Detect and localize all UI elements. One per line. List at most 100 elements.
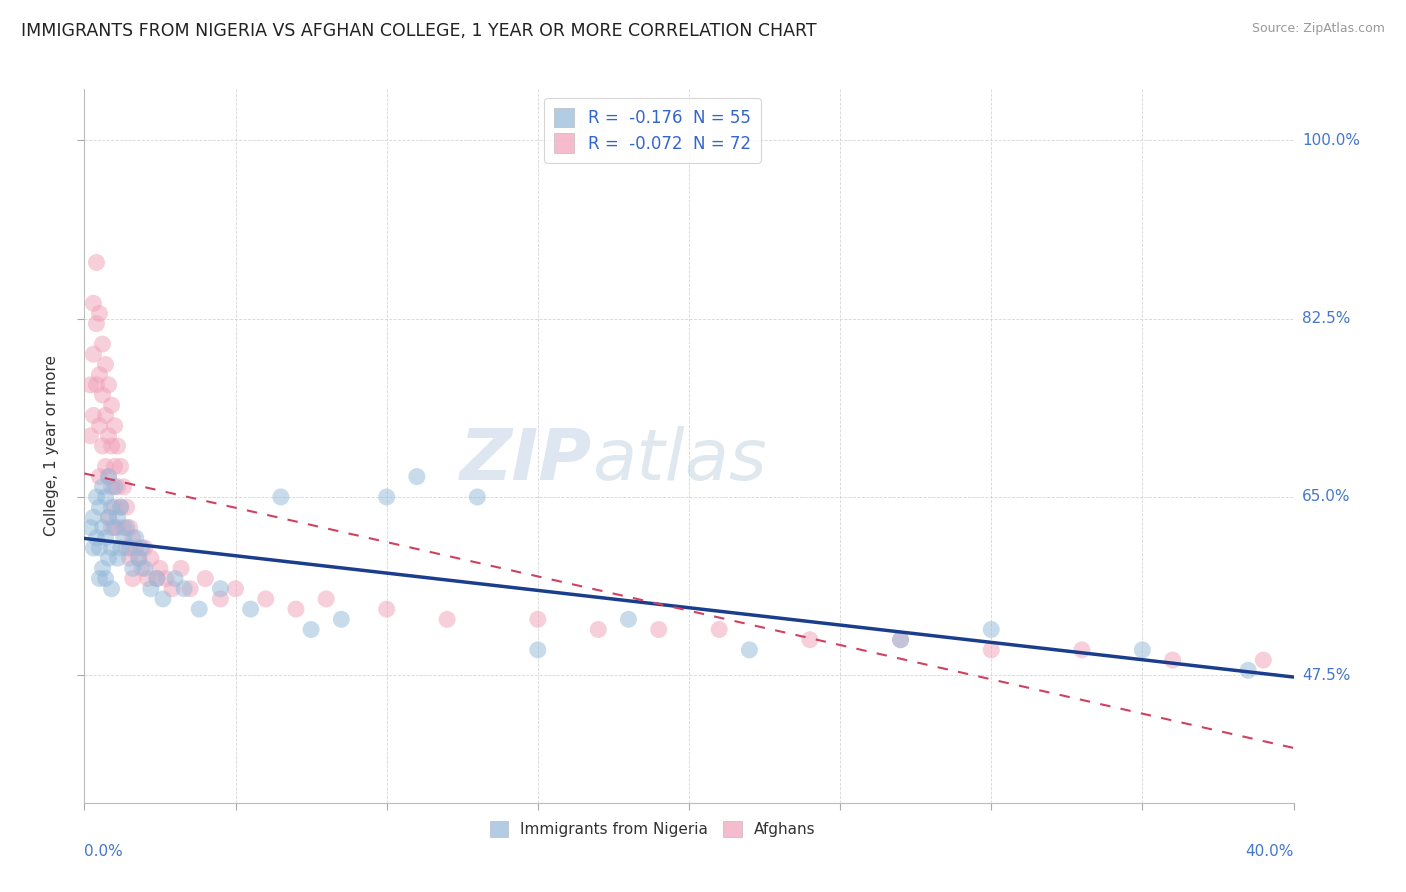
Point: [285, 602, 308, 616]
Point: [100, 439, 122, 453]
Point: [110, 500, 132, 515]
Point: [79, 429, 101, 443]
Point: [89, 500, 111, 515]
Point: [97, 469, 120, 483]
Point: [107, 439, 129, 453]
Point: [1130, 643, 1153, 657]
Text: 40.0%: 40.0%: [1246, 845, 1294, 860]
Point: [890, 632, 912, 647]
Point: [188, 602, 211, 616]
Point: [100, 541, 122, 555]
Point: [100, 398, 122, 412]
Point: [134, 561, 156, 575]
Point: [112, 520, 135, 534]
Point: [100, 480, 122, 494]
Point: [131, 541, 153, 555]
Point: [110, 500, 132, 515]
Point: [79, 520, 101, 534]
Point: [91, 439, 114, 453]
Point: [136, 572, 159, 586]
Point: [139, 551, 162, 566]
Point: [709, 623, 731, 637]
Point: [107, 551, 129, 566]
Point: [82, 347, 104, 361]
Point: [91, 480, 114, 494]
Point: [315, 591, 337, 606]
Point: [170, 561, 193, 575]
Point: [527, 643, 550, 657]
Point: [155, 572, 177, 586]
Point: [254, 591, 277, 606]
Text: 0.0%: 0.0%: [84, 845, 124, 860]
Text: Source: ZipAtlas.com: Source: ZipAtlas.com: [1251, 22, 1385, 36]
Point: [97, 551, 120, 566]
Point: [89, 418, 111, 433]
Point: [121, 572, 143, 586]
Point: [89, 541, 111, 555]
Point: [86, 377, 108, 392]
Point: [890, 632, 912, 647]
Text: 82.5%: 82.5%: [1302, 311, 1350, 326]
Point: [239, 602, 262, 616]
Point: [107, 520, 129, 534]
Point: [121, 561, 143, 575]
Point: [110, 541, 132, 555]
Point: [82, 409, 104, 423]
Point: [225, 582, 247, 596]
Point: [128, 551, 150, 566]
Point: [115, 541, 138, 555]
Point: [82, 510, 104, 524]
Point: [1237, 663, 1260, 677]
Point: [406, 469, 429, 483]
Point: [980, 643, 1002, 657]
Point: [107, 480, 129, 494]
Point: [94, 531, 117, 545]
Point: [648, 623, 671, 637]
Point: [146, 572, 169, 586]
Point: [139, 582, 162, 596]
Text: atlas: atlas: [592, 425, 766, 495]
Point: [118, 541, 141, 555]
Point: [375, 490, 398, 504]
Point: [1161, 653, 1184, 667]
Point: [104, 480, 127, 494]
Point: [86, 531, 108, 545]
Point: [104, 520, 127, 534]
Point: [97, 510, 120, 524]
Point: [97, 510, 120, 524]
Point: [588, 623, 610, 637]
Point: [134, 541, 156, 555]
Point: [131, 561, 153, 575]
Point: [112, 480, 135, 494]
Point: [194, 572, 217, 586]
Y-axis label: College, 1 year or more: College, 1 year or more: [44, 356, 59, 536]
Point: [82, 541, 104, 555]
Point: [270, 490, 292, 504]
Point: [146, 572, 169, 586]
Point: [467, 490, 489, 504]
Point: [118, 551, 141, 566]
Point: [149, 561, 172, 575]
Point: [86, 255, 108, 269]
Point: [375, 602, 398, 616]
Point: [209, 582, 232, 596]
Point: [100, 500, 122, 515]
Point: [125, 541, 148, 555]
Point: [165, 572, 187, 586]
Text: IMMIGRANTS FROM NIGERIA VS AFGHAN COLLEGE, 1 YEAR OR MORE CORRELATION CHART: IMMIGRANTS FROM NIGERIA VS AFGHAN COLLEG…: [21, 22, 817, 40]
Point: [79, 377, 101, 392]
Point: [125, 531, 148, 545]
Point: [94, 409, 117, 423]
Point: [527, 612, 550, 626]
Point: [107, 510, 129, 524]
Point: [97, 377, 120, 392]
Point: [115, 520, 138, 534]
Text: 100.0%: 100.0%: [1302, 133, 1360, 148]
Point: [152, 591, 174, 606]
Point: [89, 469, 111, 483]
Point: [91, 520, 114, 534]
Point: [89, 572, 111, 586]
Point: [104, 418, 127, 433]
Point: [160, 582, 183, 596]
Legend: Immigrants from Nigeria, Afghans: Immigrants from Nigeria, Afghans: [482, 814, 824, 845]
